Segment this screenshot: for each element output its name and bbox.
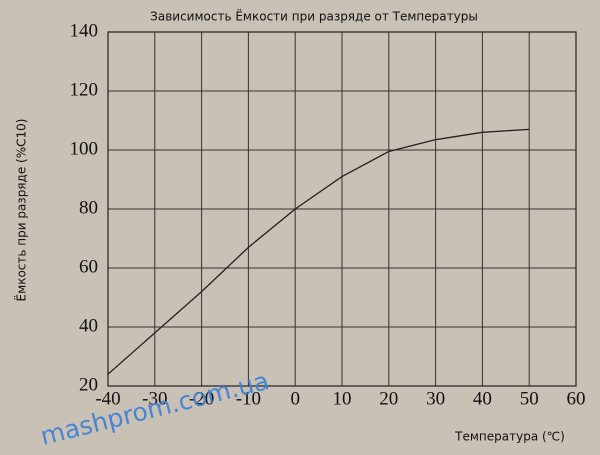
x-tick-label: -30 bbox=[142, 388, 167, 409]
chart-title: Зависимость Ёмкости при разряде от Темпе… bbox=[150, 9, 478, 24]
y-tick-label: 100 bbox=[70, 138, 99, 159]
x-tick-label: 30 bbox=[426, 388, 445, 409]
x-tick-label: 40 bbox=[473, 388, 492, 409]
y-tick-label: 60 bbox=[79, 256, 98, 277]
y-tick-label: 40 bbox=[79, 315, 98, 336]
y-tick-label: 120 bbox=[70, 79, 99, 100]
y-tick-label: 140 bbox=[70, 20, 99, 41]
data-line bbox=[107, 128, 530, 375]
y-axis-label: Ёмкость при разряде (%C10) bbox=[14, 119, 29, 302]
x-tick-label: -10 bbox=[236, 388, 261, 409]
plot-frame bbox=[107, 31, 577, 387]
y-tick-label: 20 bbox=[79, 374, 98, 395]
x-tick-label: 20 bbox=[379, 388, 398, 409]
x-tick-label: 10 bbox=[333, 388, 352, 409]
x-tick-label: 0 bbox=[290, 388, 300, 409]
y-tick-label: 80 bbox=[79, 197, 98, 218]
x-axis-label: Температура (℃) bbox=[454, 430, 565, 444]
x-tick-label: 50 bbox=[520, 388, 539, 409]
x-tick-label: -20 bbox=[189, 388, 214, 409]
x-tick-label: -40 bbox=[95, 388, 120, 409]
x-tick-label: 60 bbox=[567, 388, 586, 409]
